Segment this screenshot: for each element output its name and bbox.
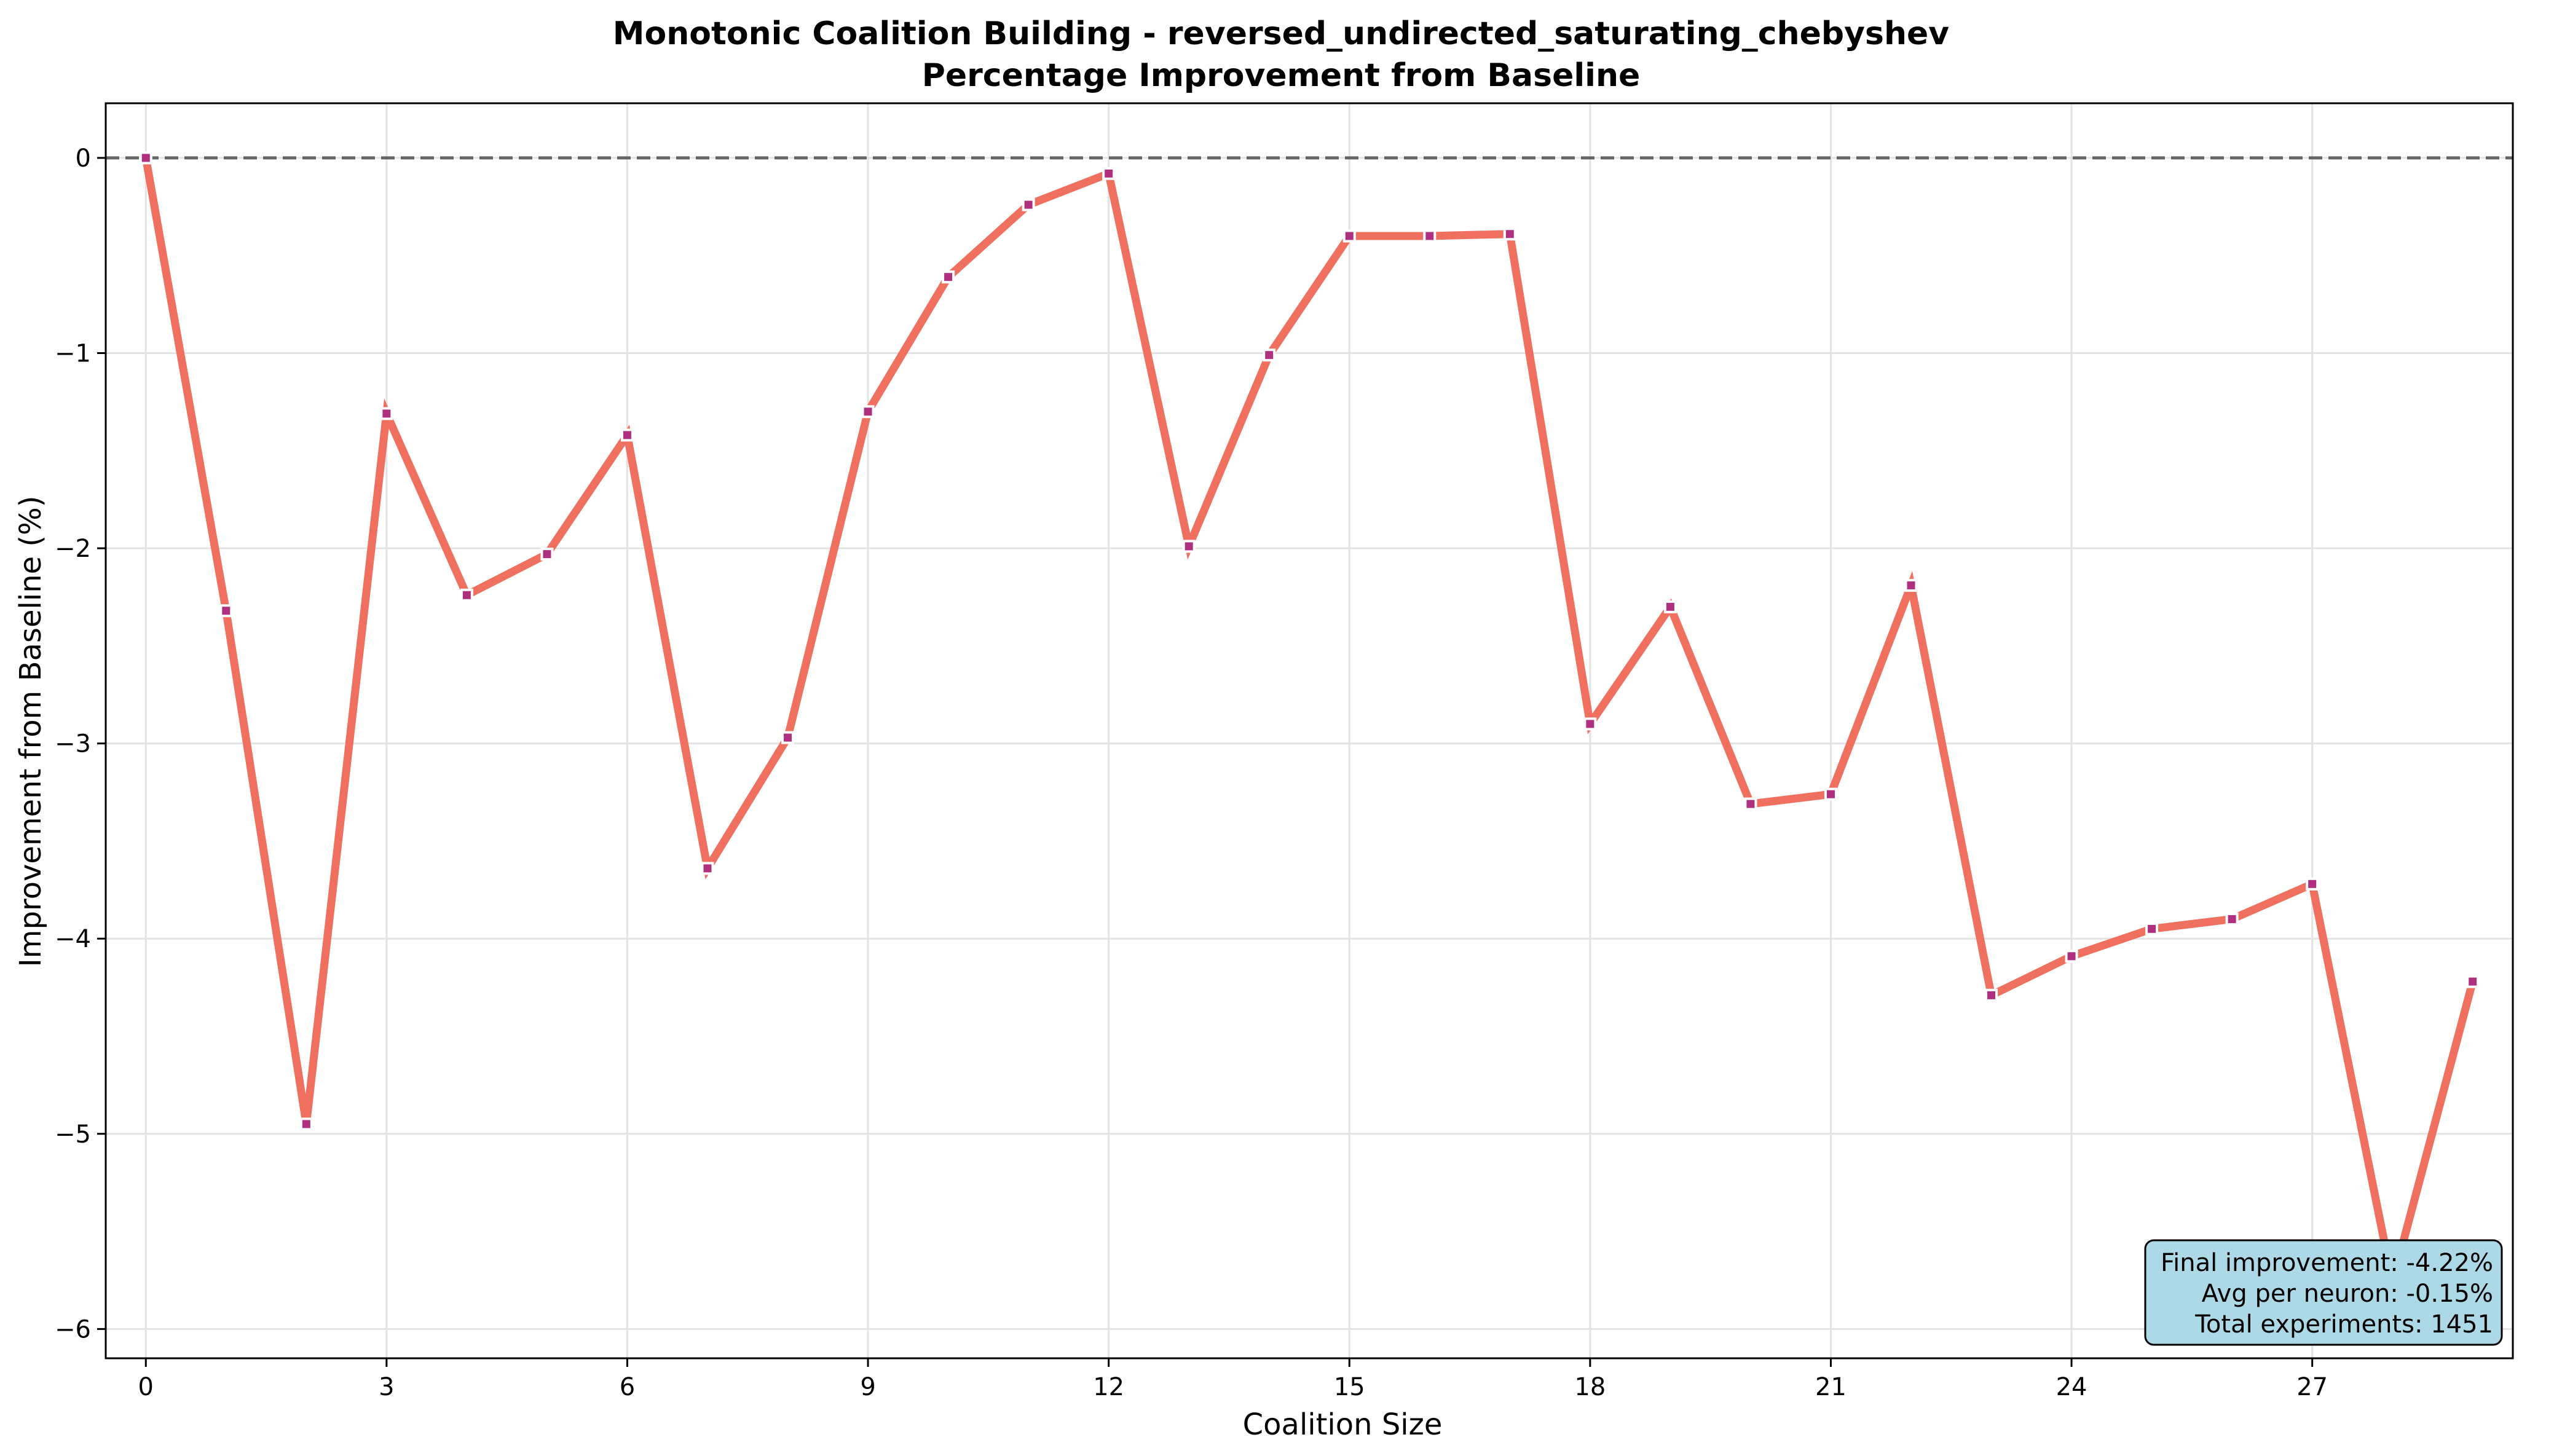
data-point (460, 588, 473, 602)
data-point (861, 405, 875, 419)
data-point (1102, 167, 1116, 180)
data-point (1985, 988, 1998, 1002)
y-tick-label-6: −6 (55, 1315, 91, 1344)
data-point (1503, 227, 1516, 241)
annotation-total-experiments: Total experiments: 1451 (2194, 1310, 2493, 1339)
data-point (2306, 877, 2319, 891)
data-point (620, 428, 634, 442)
series-line (141, 154, 2477, 1283)
y-axis-label: Improvement from Baseline (%) (14, 496, 48, 967)
y-tick-label-1: −1 (55, 339, 91, 368)
x-axis-label: Coalition Size (1243, 1407, 1443, 1442)
x-axis-ticks: 0 3 6 9 12 15 18 21 24 27 (138, 1358, 2328, 1401)
data-point (1824, 787, 1837, 801)
data-point (540, 548, 554, 561)
data-point (2145, 922, 2159, 935)
y-tick-label-0: 0 (76, 144, 91, 173)
x-tick-label-4: 12 (1093, 1373, 1124, 1401)
x-tick-label-1: 3 (379, 1373, 394, 1401)
data-point (1583, 717, 1597, 731)
chart-subtitle: Percentage Improvement from Baseline (922, 57, 1641, 94)
data-point (1423, 229, 1437, 243)
data-point (1022, 198, 1035, 211)
data-point (1342, 229, 1356, 243)
x-tick-label-7: 21 (1815, 1373, 1847, 1401)
data-point (139, 151, 152, 165)
data-point (781, 731, 795, 744)
x-tick-label-8: 24 (2056, 1373, 2087, 1401)
data-point (701, 862, 714, 875)
x-tick-label-0: 0 (138, 1373, 154, 1401)
y-tick-label-3: −3 (55, 730, 91, 758)
data-point (219, 604, 233, 618)
data-point (1744, 797, 1757, 811)
annotation-final-improvement: Final improvement: -4.22% (2161, 1249, 2493, 1277)
data-point (380, 407, 393, 420)
data-point (1182, 540, 1196, 553)
data-point (2225, 912, 2239, 926)
y-axis-ticks: 0 −1 −2 −3 −4 −5 −6 (55, 144, 106, 1344)
y-tick-label-4: −4 (55, 925, 91, 953)
plot-frame (104, 102, 2514, 1360)
y-tick-label-5: −5 (55, 1120, 91, 1149)
data-point (2466, 975, 2480, 988)
data-point (1904, 578, 1918, 592)
annotation-background (2144, 1239, 2503, 1346)
summary-annotation: Final improvement: -4.22% Avg per neuron… (2144, 1239, 2503, 1346)
data-point (2065, 950, 2078, 963)
x-tick-label-5: 15 (1334, 1373, 1365, 1401)
data-point (942, 270, 955, 284)
annotation-avg-per-neuron: Avg per neuron: -0.15% (2202, 1280, 2493, 1308)
chart-title: Monotonic Coalition Building - reversed_… (613, 15, 1949, 52)
y-tick-label-2: −2 (55, 535, 91, 563)
x-tick-label-9: 27 (2296, 1373, 2328, 1401)
x-tick-label-3: 9 (860, 1373, 875, 1401)
data-point (1263, 348, 1276, 362)
data-point (299, 1117, 313, 1131)
x-tick-label-2: 6 (620, 1373, 635, 1401)
x-tick-label-6: 18 (1574, 1373, 1606, 1401)
data-point (1663, 600, 1677, 613)
